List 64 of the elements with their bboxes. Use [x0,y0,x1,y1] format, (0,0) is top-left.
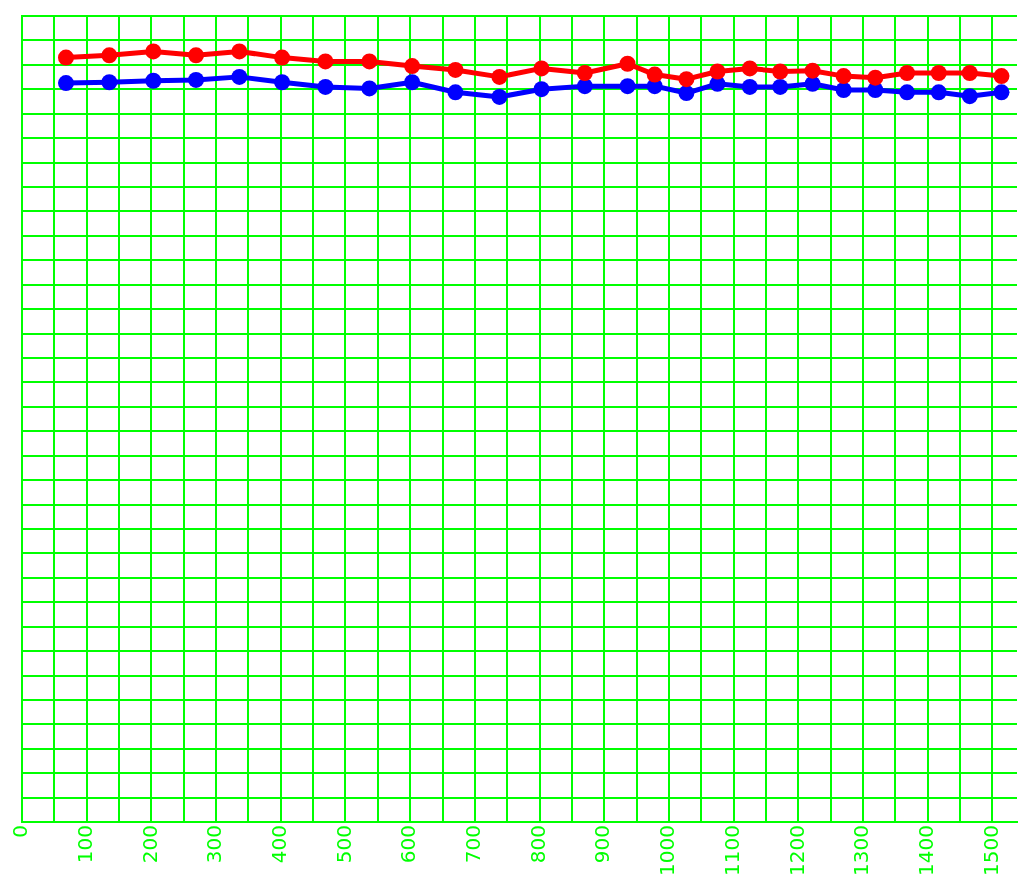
point [576,65,593,82]
point [867,69,884,86]
point [993,68,1010,85]
point [899,84,916,101]
point [835,81,852,98]
point [491,88,508,105]
point [491,68,508,85]
point [361,80,378,97]
point [57,49,74,66]
point [804,62,821,79]
point [404,58,421,75]
x-tick-label: 1200 [784,825,809,877]
point [101,74,118,91]
point [231,68,248,85]
point [741,78,758,95]
x-tick-label: 700 [461,825,486,864]
point [101,47,118,64]
x-tick-label: 0 [8,825,33,838]
point [619,78,636,95]
point [899,65,916,82]
x-tick-label: 1000 [655,825,680,877]
x-tick-label: 800 [525,825,550,864]
point [317,53,334,70]
x-tick-label: 1500 [978,825,1003,877]
point [188,71,205,88]
point [533,60,550,77]
point [930,65,947,82]
point [404,74,421,91]
x-tick-label: 100 [72,825,97,864]
x-tick-label: 900 [590,825,615,864]
point [317,78,334,95]
point [930,84,947,101]
x-tick-label: 500 [331,825,356,864]
point [678,71,695,88]
x-tick-label: 1400 [913,825,938,877]
point [993,84,1010,101]
point [576,78,593,95]
point [709,63,726,80]
point [741,60,758,77]
x-tick-label: 1300 [849,825,874,877]
point [188,47,205,64]
point [961,65,978,82]
point [145,72,162,89]
point [619,55,636,72]
point [145,43,162,60]
x-tick-label: 300 [202,825,227,864]
point [231,43,248,60]
point [447,84,464,101]
point [447,61,464,78]
point [646,66,663,83]
x-tick-label: 200 [137,825,162,864]
point [274,49,291,66]
point [961,88,978,105]
point [835,68,852,85]
point [361,53,378,70]
point [533,81,550,98]
point [772,63,789,80]
point [57,75,74,92]
x-tick-label: 1100 [719,825,744,877]
point [274,74,291,91]
x-tick-label: 600 [396,825,421,864]
point [772,78,789,95]
point [678,85,695,102]
x-tick-label: 400 [266,825,291,864]
